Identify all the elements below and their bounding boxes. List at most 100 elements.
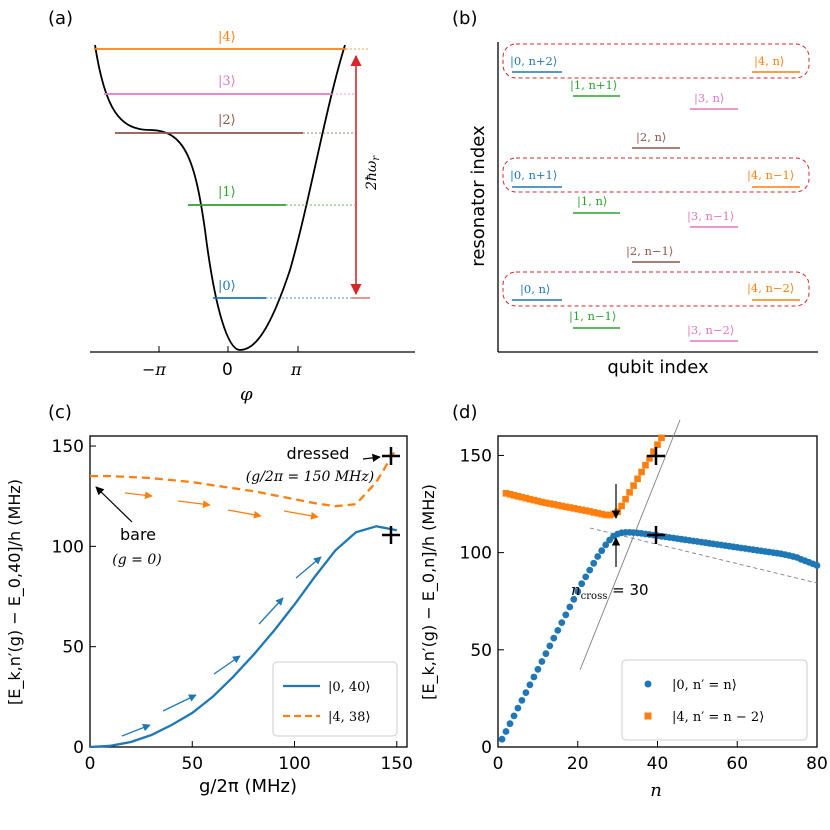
d-point-orange	[534, 497, 542, 505]
arrow-label: 2ħωr	[364, 155, 382, 191]
d-legend-orange: |4, n′ = n − 2⟩	[672, 710, 764, 725]
d-point-blue	[570, 595, 578, 603]
c-annot-bare-g: (g = 0)	[112, 552, 161, 568]
d-ytick-label: 100	[460, 544, 492, 564]
svg-text:|0, n+2⟩: |0, n+2⟩	[510, 54, 557, 69]
level-2-label: |2⟩	[218, 113, 236, 128]
svg-text:|4, n−1⟩: |4, n−1⟩	[747, 168, 794, 183]
d-point-orange	[570, 505, 578, 512]
c-xtick-label: 50	[181, 754, 203, 774]
d-legend	[621, 659, 808, 741]
d-point-blue	[518, 697, 526, 704]
d-point-blue	[538, 658, 546, 665]
c-legend	[272, 661, 398, 737]
level-1-label: |1⟩	[218, 185, 236, 200]
panel-c: (c) [E_k,n′(g) − E_0,40]/h (MHz) g/2π (M…	[5, 402, 413, 797]
b-xlabel: qubit index	[607, 357, 709, 378]
c-xtick-label: 150	[381, 754, 413, 774]
d-ytick-label: 150	[460, 446, 492, 466]
panel-d-label: (d)	[452, 402, 477, 423]
c-ytick-label: 50	[62, 638, 84, 658]
c-series	[89, 447, 398, 749]
d-point-orange	[626, 489, 633, 496]
d-legend-blue: |0, n′ = n⟩	[672, 678, 737, 693]
d-point-orange	[510, 492, 518, 499]
d-point-orange	[634, 475, 641, 483]
d-guide-slow	[589, 527, 818, 584]
c-annot-dressed: dressed	[287, 444, 350, 463]
c-annot-dressed-g: (g/2π = 150 MHz)	[246, 469, 374, 485]
d-point-orange	[538, 498, 546, 506]
d-point-orange	[582, 507, 589, 514]
d-point-orange	[562, 503, 570, 511]
d-point-blue	[602, 541, 610, 549]
c-series-line-0	[89, 525, 398, 749]
d-point-blue	[562, 611, 570, 619]
d-xtick-label: 0	[493, 754, 504, 774]
d-point-orange	[526, 495, 534, 503]
svg-text:|1, n−1⟩: |1, n−1⟩	[569, 309, 616, 324]
d-point-orange	[546, 500, 554, 507]
svg-text:|3, n−2⟩: |3, n−2⟩	[687, 323, 734, 338]
d-guide-steep	[579, 419, 681, 671]
a-xtick-minus-pi: −π	[142, 360, 166, 379]
c-cross-blue	[382, 526, 400, 544]
d-point-blue	[813, 562, 821, 569]
d-point-orange	[506, 491, 514, 498]
d-xtick-label: 60	[726, 754, 748, 774]
d-point-orange	[646, 455, 653, 462]
d-point-orange	[598, 510, 605, 518]
d-point-orange	[642, 461, 649, 469]
panel-c-frame	[89, 435, 408, 748]
d-point-orange	[578, 506, 585, 514]
d-point-orange	[614, 508, 621, 516]
d-point-orange	[654, 441, 661, 448]
d-point-orange	[658, 434, 665, 442]
c-ytick-label: 0	[73, 738, 84, 758]
a-xlabel: φ	[240, 384, 253, 405]
potential-curve	[94, 44, 346, 351]
d-point-blue	[534, 665, 542, 673]
d-point-blue	[582, 573, 590, 581]
level-0-label: |0⟩	[218, 279, 236, 294]
c-ytick-label: 100	[52, 537, 84, 557]
d-point-blue	[554, 627, 562, 634]
svg-text:|2, n⟩: |2, n⟩	[636, 130, 666, 145]
d-point-blue	[510, 712, 518, 720]
d-point-blue	[558, 619, 566, 626]
d-point-orange	[590, 509, 597, 516]
d-point-orange	[514, 493, 522, 500]
panel-d: (d) [E_k,n′(g) − E_0,n]/h (MHz) n 0 20 40 6…	[419, 402, 828, 801]
d-ticks: 0 20 40 60 80 0 50 100 150	[460, 446, 828, 774]
d-point-orange	[638, 468, 645, 476]
svg-text:|3, n−1⟩: |3, n−1⟩	[687, 209, 734, 224]
d-cross-orange	[647, 447, 665, 465]
manifold-box-bottom	[502, 271, 810, 307]
d-point-orange	[586, 508, 593, 515]
level-3-label: |3⟩	[218, 74, 236, 89]
c-ylabel: [E_k,n′(g) − E_0,40]/h (MHz)	[5, 479, 25, 705]
d-point-blue	[574, 588, 582, 595]
d-point-blue	[506, 720, 514, 728]
svg-text:|4, n−2⟩: |4, n−2⟩	[747, 281, 794, 296]
d-cross-blue	[647, 526, 665, 544]
d-point-orange	[574, 505, 582, 513]
c-xlabel: g/2π (MHz)	[199, 776, 297, 797]
panel-a: (a) |4⟩ |3⟩ |2⟩ |1⟩ |0⟩ 2ħωr −π 0 π φ	[48, 8, 415, 405]
a-xtick-zero: 0	[222, 360, 233, 380]
level-4-label: |4⟩	[218, 30, 236, 45]
svg-text:|1, n+1⟩: |1, n+1⟩	[570, 78, 617, 93]
d-point-blue	[586, 566, 594, 574]
panel-b-label: (b)	[452, 8, 477, 29]
d-point-orange	[550, 501, 558, 508]
d-point-blue	[530, 673, 538, 681]
d-point-orange	[650, 448, 657, 455]
d-point-orange	[530, 496, 538, 504]
d-point-blue	[502, 728, 510, 735]
panel-c-label: (c)	[48, 402, 72, 423]
d-point-orange	[602, 511, 609, 519]
c-legend-blue: |0, 40⟩	[328, 680, 371, 695]
d-point-orange	[566, 504, 574, 511]
d-point-orange	[542, 499, 550, 507]
d-point-orange	[558, 502, 566, 510]
